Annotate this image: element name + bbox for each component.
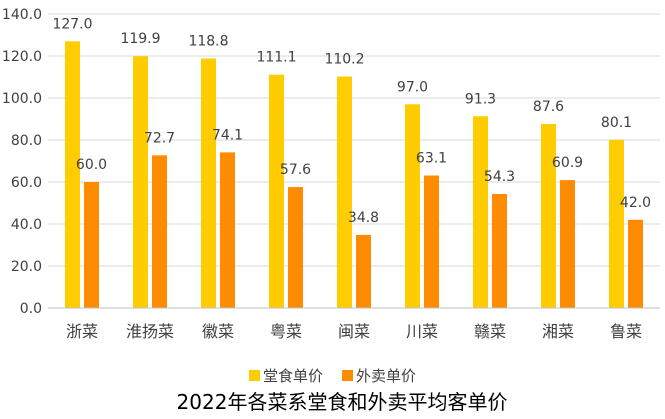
bar-takeout xyxy=(84,182,99,308)
x-axis: 浙菜 淮扬菜 徽菜 粤菜 闽菜 川菜 赣菜 湘菜 鲁菜 xyxy=(48,307,660,341)
bar-dine-in xyxy=(201,58,216,308)
x-tick-label: 湘菜 xyxy=(542,322,574,341)
bar-dine-in xyxy=(541,124,556,308)
x-tick-label: 川菜 xyxy=(406,322,438,341)
bar-takeout xyxy=(220,152,235,308)
y-tick-label: 100.0 xyxy=(2,91,42,107)
bar-dine-in xyxy=(65,41,80,309)
data-label: 111.1 xyxy=(256,50,296,66)
x-tick-label: 淮扬菜 xyxy=(126,322,174,341)
data-label: 87.6 xyxy=(533,99,564,115)
bars xyxy=(65,41,643,309)
bar-takeout xyxy=(356,234,371,308)
bar-dine-in xyxy=(473,116,488,309)
y-tick-label: 80.0 xyxy=(11,133,42,149)
data-label: 60.9 xyxy=(552,155,583,171)
legend-label: 外卖单价 xyxy=(356,367,416,385)
gridlines xyxy=(48,13,660,309)
bar-takeout xyxy=(288,187,303,308)
data-label: 119.9 xyxy=(120,31,160,47)
data-label: 57.6 xyxy=(280,162,311,178)
data-label: 60.0 xyxy=(76,157,107,173)
y-tick-label: 120.0 xyxy=(2,49,42,65)
data-label: 127.0 xyxy=(52,16,92,32)
x-tick-label: 粤菜 xyxy=(270,322,302,341)
data-label: 110.2 xyxy=(324,52,364,68)
data-labels: 127.0 60.0 119.9 72.7 118.8 74.1 111.1 57.6 110.… xyxy=(52,16,651,226)
data-label: 80.1 xyxy=(601,115,632,131)
y-tick-label: 140.0 xyxy=(2,7,42,23)
y-tick-label: 40.0 xyxy=(11,217,42,233)
x-tick-label: 浙菜 xyxy=(66,322,98,341)
data-label: 54.3 xyxy=(484,169,515,185)
legend-swatch xyxy=(249,370,260,381)
x-tick-label: 徽菜 xyxy=(202,322,234,341)
x-tick-label: 闽菜 xyxy=(338,322,370,341)
bar-dine-in xyxy=(609,139,624,308)
data-label: 74.1 xyxy=(212,127,243,143)
data-label: 63.1 xyxy=(416,150,447,166)
y-tick-label: 20.0 xyxy=(11,259,42,275)
bar-takeout xyxy=(424,175,439,308)
data-label: 97.0 xyxy=(397,79,428,95)
y-axis: 0.0 20.0 40.0 60.0 80.0 100.0 120.0 140.0 xyxy=(2,7,42,317)
y-tick-label: 0.0 xyxy=(20,301,42,317)
x-tick-label: 鲁菜 xyxy=(610,322,642,341)
legend-label: 堂食单价 xyxy=(263,367,323,385)
x-tick-label: 赣菜 xyxy=(474,322,506,341)
legend-swatch xyxy=(342,370,353,381)
bar-dine-in xyxy=(405,104,420,308)
data-label: 34.8 xyxy=(348,210,379,226)
bar-dine-in xyxy=(269,74,284,308)
bar-takeout xyxy=(628,219,643,308)
data-label: 42.0 xyxy=(620,195,651,211)
y-tick-label: 60.0 xyxy=(11,175,42,191)
chart-title: 2022年各菜系堂食和外卖平均客单价 xyxy=(177,390,508,414)
data-label: 91.3 xyxy=(465,91,496,107)
bar-takeout xyxy=(492,193,507,308)
data-label: 72.7 xyxy=(144,130,175,146)
bar-dine-in xyxy=(133,56,148,309)
bar-takeout xyxy=(560,180,575,308)
bar-takeout xyxy=(152,155,167,308)
legend: 堂食单价 外卖单价 xyxy=(249,367,416,385)
bar-dine-in xyxy=(337,76,352,308)
data-label: 118.8 xyxy=(188,34,228,50)
